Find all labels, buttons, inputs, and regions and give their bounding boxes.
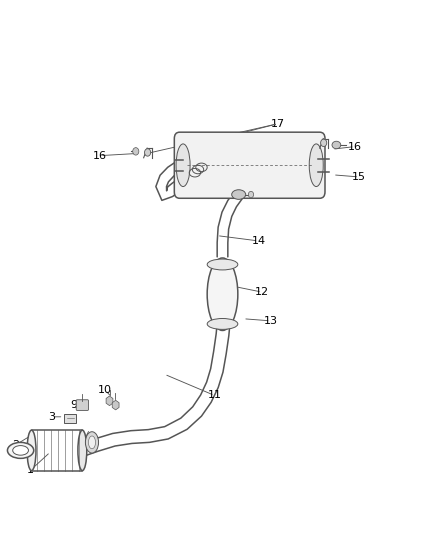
Text: 9: 9 (70, 400, 77, 410)
Circle shape (145, 149, 151, 156)
Ellipse shape (78, 430, 87, 471)
Circle shape (321, 139, 327, 147)
Text: 4: 4 (79, 439, 86, 448)
Text: 16: 16 (348, 142, 362, 151)
Ellipse shape (309, 144, 323, 187)
Text: 1: 1 (27, 465, 34, 475)
Text: 17: 17 (271, 119, 285, 128)
Text: 12: 12 (255, 287, 269, 297)
Ellipse shape (232, 190, 246, 199)
Ellipse shape (85, 432, 99, 453)
Ellipse shape (176, 144, 190, 187)
Text: 2: 2 (12, 440, 19, 450)
Circle shape (133, 148, 139, 155)
Ellipse shape (13, 446, 28, 455)
Ellipse shape (207, 258, 238, 330)
FancyBboxPatch shape (64, 414, 76, 423)
Text: 16: 16 (93, 151, 107, 160)
FancyBboxPatch shape (76, 400, 88, 410)
Text: 14: 14 (251, 236, 265, 246)
Ellipse shape (207, 259, 238, 270)
Text: 11: 11 (208, 391, 222, 400)
Ellipse shape (7, 442, 34, 458)
Ellipse shape (27, 430, 36, 471)
Circle shape (248, 191, 254, 198)
Ellipse shape (332, 141, 341, 149)
Ellipse shape (207, 319, 238, 329)
Text: 18: 18 (211, 146, 225, 155)
Text: 3: 3 (48, 412, 55, 422)
Text: 13: 13 (264, 316, 278, 326)
Text: 10: 10 (98, 385, 112, 395)
FancyBboxPatch shape (174, 132, 325, 198)
Ellipse shape (88, 436, 95, 449)
Text: 15: 15 (352, 172, 366, 182)
